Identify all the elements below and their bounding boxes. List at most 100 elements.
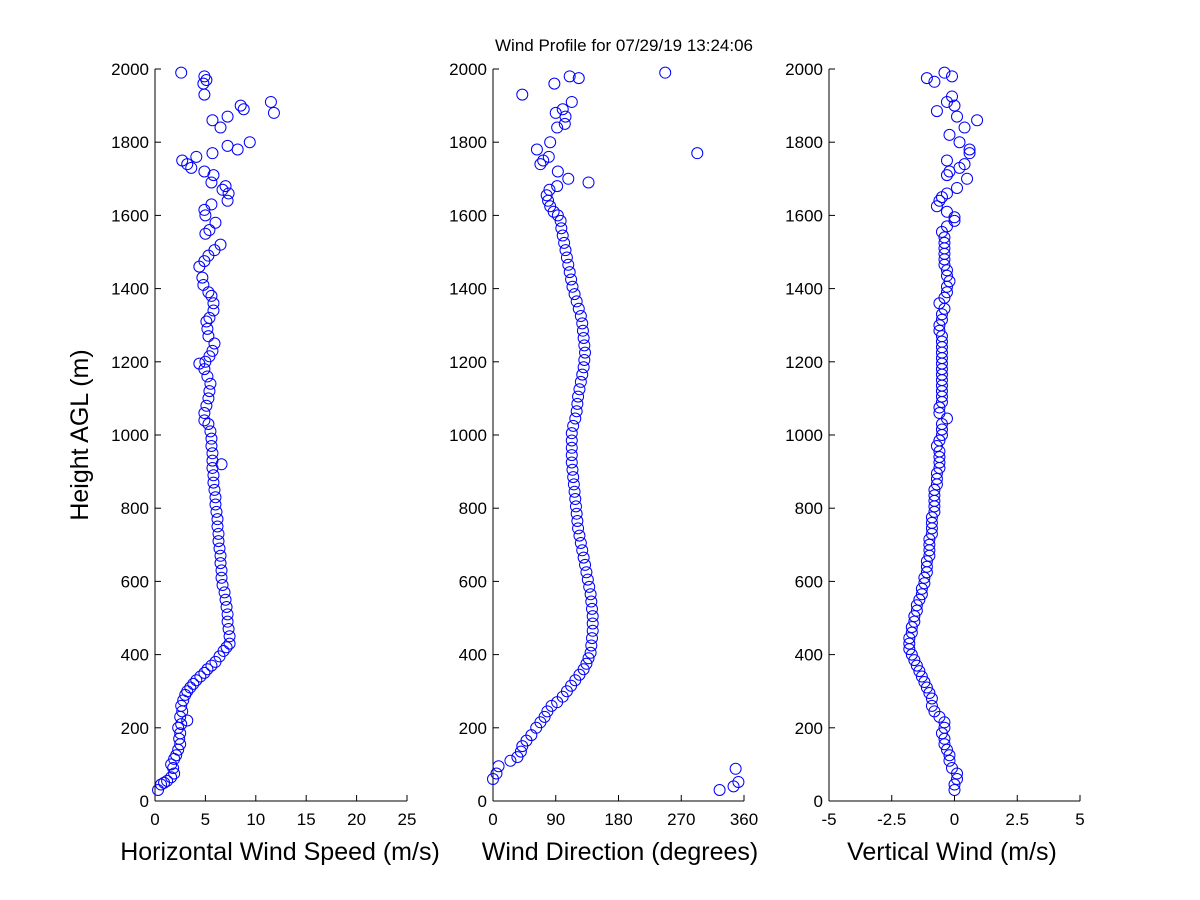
x-tick-label: -2.5 <box>877 810 906 829</box>
data-point <box>940 269 953 282</box>
data-point <box>221 194 234 207</box>
data-point <box>202 418 215 431</box>
data-point <box>210 505 223 518</box>
data-point <box>569 493 582 506</box>
data-point <box>220 641 233 654</box>
data-point <box>572 72 585 85</box>
y-tick-label: 200 <box>121 719 149 738</box>
data-point <box>581 573 594 586</box>
data-point <box>935 313 948 326</box>
data-point <box>203 385 216 398</box>
y-tick-label: 1200 <box>785 353 823 372</box>
data-point <box>930 467 943 480</box>
x-tick-label: 5 <box>201 810 210 829</box>
data-point <box>905 621 918 634</box>
data-point <box>565 441 578 454</box>
data-point <box>577 551 590 564</box>
data-point <box>691 147 704 160</box>
data-point <box>953 136 966 149</box>
data-point <box>938 721 951 734</box>
data-point <box>205 198 218 211</box>
data-point <box>214 121 227 134</box>
data-point <box>562 258 575 271</box>
y-tick-label: 400 <box>121 646 149 665</box>
x-axis-label: Vertical Wind (m/s) <box>847 838 1057 866</box>
data-point <box>212 535 225 548</box>
data-point <box>905 626 918 639</box>
data-point <box>221 608 234 621</box>
data-point <box>190 150 203 163</box>
data-point <box>196 271 209 284</box>
data-point <box>221 615 234 628</box>
data-point <box>184 681 197 694</box>
panel-3: 0 200 400 600 800 1000 1200 1400 1600 1800 2000 -5 -… <box>785 60 1085 866</box>
data-point <box>938 236 951 249</box>
data-point <box>915 670 928 683</box>
data-point <box>490 767 503 780</box>
data-point <box>214 238 227 251</box>
data-point <box>563 70 576 83</box>
data-point <box>165 758 178 771</box>
y-tick-label: 1000 <box>449 426 487 445</box>
y-tick-label: 1000 <box>785 426 823 445</box>
data-point <box>176 154 189 167</box>
data-point <box>943 128 956 141</box>
data-point <box>574 310 587 323</box>
data-point <box>938 291 951 304</box>
data-point <box>951 110 964 123</box>
data-point <box>544 136 557 149</box>
data-point <box>659 66 672 79</box>
data-point <box>267 106 280 119</box>
data-point <box>174 727 187 740</box>
data-point <box>579 346 592 359</box>
x-tick-label: 5 <box>1075 810 1084 829</box>
panel-2: 0 200 400 600 800 1000 1200 1400 1600 1800 2000 0 90… <box>449 60 758 866</box>
data-point <box>567 478 580 491</box>
data-point <box>570 295 583 308</box>
data-point <box>570 405 583 418</box>
data-point <box>913 593 926 606</box>
y-tick-label: 200 <box>795 719 823 738</box>
x-tick-label: 2.5 <box>1005 810 1029 829</box>
data-point <box>514 745 527 758</box>
data-point <box>554 214 567 227</box>
data-point <box>205 439 218 452</box>
x-tick-label: 90 <box>546 810 565 829</box>
data-point <box>585 639 598 652</box>
x-tick-label: 25 <box>398 810 417 829</box>
data-point <box>551 121 564 134</box>
data-point <box>928 483 941 496</box>
data-point <box>220 601 233 614</box>
data-point <box>943 275 956 288</box>
y-tick-label: 400 <box>459 646 487 665</box>
data-point <box>574 536 587 549</box>
y-tick-label: 2000 <box>785 60 823 79</box>
data-point <box>571 397 584 410</box>
data-point <box>961 172 974 185</box>
data-point <box>577 361 590 374</box>
data-point <box>222 622 235 635</box>
y-tick-label: 0 <box>140 792 149 811</box>
y-tick-label: 600 <box>795 572 823 591</box>
data-point <box>568 288 581 301</box>
data-point <box>198 414 211 427</box>
data-point <box>209 491 222 504</box>
data-point <box>216 579 229 592</box>
data-point <box>209 216 222 229</box>
data-point <box>572 390 585 403</box>
data-point <box>571 515 584 528</box>
data-point <box>935 330 948 343</box>
data-point <box>219 180 232 193</box>
data-point <box>208 337 221 350</box>
data-point <box>933 434 946 447</box>
data-point <box>915 588 928 601</box>
x-tick-label: 0 <box>950 810 959 829</box>
data-point <box>569 412 582 425</box>
data-point <box>577 332 590 345</box>
data-point <box>206 344 219 357</box>
data-point <box>935 308 948 321</box>
y-tick-label: 0 <box>814 792 823 811</box>
data-point <box>548 77 561 90</box>
data-point <box>198 165 211 178</box>
